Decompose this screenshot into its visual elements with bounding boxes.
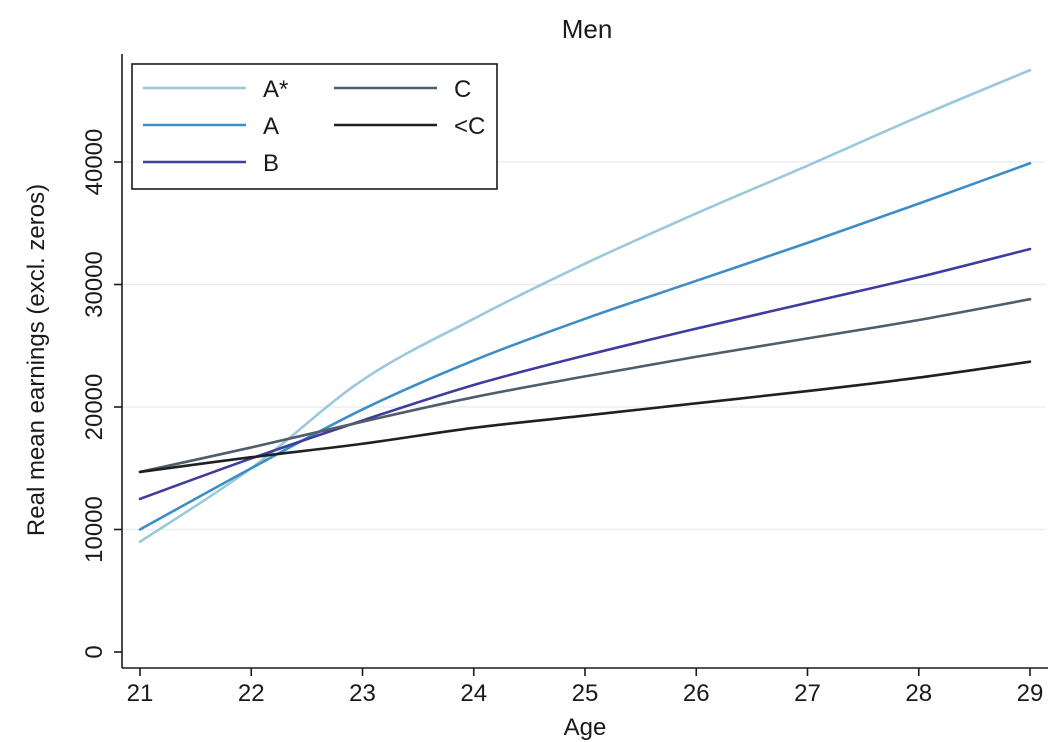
y-tick-label: 20000 [81,374,108,441]
x-axis-label: Age [564,714,607,741]
x-axis-ticks: 21 22 23 24 25 26 27 28 29 [127,668,1044,707]
y-tick-label: 0 [81,645,108,658]
series-line-b [138,247,1032,501]
x-tick-label: 21 [127,680,154,707]
legend-box [131,63,498,190]
gridlines [123,161,1046,531]
x-tick-label: 28 [905,680,932,707]
x-tick-label: 23 [349,680,376,707]
series-line-a-star [138,68,1032,544]
legend-label-lt-c: <C [454,113,485,140]
x-tick-label: 27 [794,680,821,707]
y-tick-label: 30000 [81,251,108,318]
x-tick-label: 25 [572,680,599,707]
y-axis-ticks: 0 10000 20000 30000 40000 [81,129,122,659]
series-line-lt-c [138,360,1032,474]
x-tick-label: 26 [683,680,710,707]
chart-title: Men [562,14,613,44]
series-line-c [138,297,1032,474]
legend: A* AB C <C [131,63,498,190]
legend-label-a-star: A* [263,76,288,103]
y-axis-label: Real mean earnings (excl. zeros) [23,184,50,536]
x-tick-label: 22 [238,680,265,707]
y-tick-label: 10000 [81,496,108,563]
legend-label-b: B [263,150,279,177]
legend-label-a: A [263,113,279,140]
y-tick-label: 40000 [81,129,108,196]
series-group [138,68,1032,544]
series-line-a [138,161,1032,531]
x-tick-label: 24 [460,680,487,707]
legend-label-c: C [454,76,471,103]
x-tick-label: 29 [1017,680,1044,707]
